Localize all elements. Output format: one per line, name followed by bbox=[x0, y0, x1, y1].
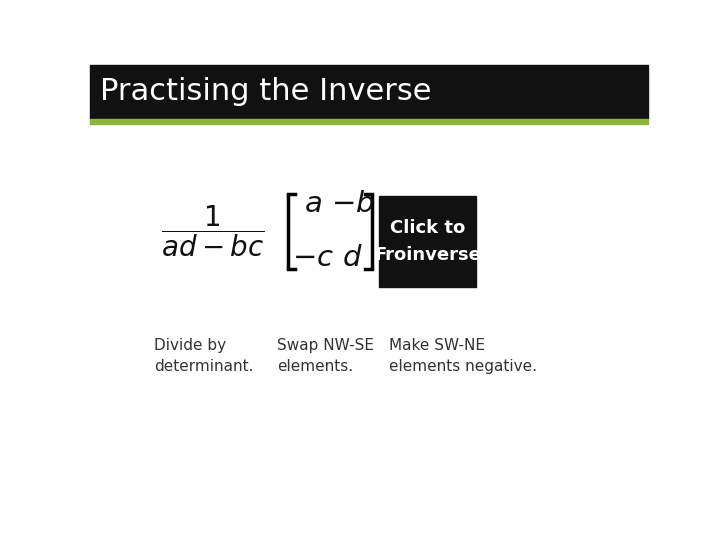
Text: $d$: $d$ bbox=[342, 244, 363, 272]
Text: $-b$: $-b$ bbox=[330, 190, 374, 218]
Text: $\dfrac{1}{ad-bc}$: $\dfrac{1}{ad-bc}$ bbox=[161, 203, 264, 259]
Bar bbox=[90, 119, 648, 124]
Text: Swap NW-SE
elements.: Swap NW-SE elements. bbox=[277, 338, 374, 374]
Text: Divide by
determinant.: Divide by determinant. bbox=[154, 338, 253, 374]
Bar bbox=[379, 196, 477, 287]
Text: Click to
Froinverse: Click to Froinverse bbox=[374, 219, 481, 264]
Text: $-c$: $-c$ bbox=[292, 244, 334, 272]
Text: $a$: $a$ bbox=[305, 190, 322, 218]
Text: Practising the Inverse: Practising the Inverse bbox=[100, 77, 431, 106]
Text: Make SW-NE
elements negative.: Make SW-NE elements negative. bbox=[389, 338, 536, 374]
Bar bbox=[90, 65, 648, 119]
